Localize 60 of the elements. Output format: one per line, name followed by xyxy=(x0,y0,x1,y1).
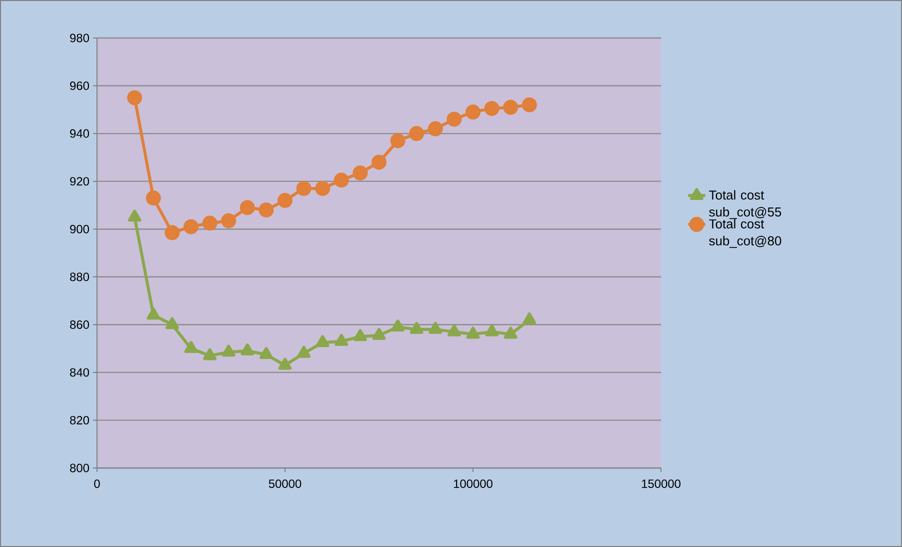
point xyxy=(315,180,330,196)
point xyxy=(146,190,161,206)
point xyxy=(334,172,349,188)
point xyxy=(446,112,462,127)
x-tick-label: 150000 xyxy=(642,480,680,488)
point xyxy=(334,334,348,346)
point xyxy=(372,328,386,340)
point xyxy=(128,210,142,222)
point xyxy=(391,320,405,332)
point xyxy=(164,225,180,240)
point xyxy=(372,154,387,170)
y-tick-label: 980 xyxy=(70,34,90,42)
x-tick-label: 0 xyxy=(94,480,100,488)
point xyxy=(316,335,330,348)
point xyxy=(166,317,179,330)
y-tick-label: 900 xyxy=(70,224,90,234)
y-tick-label: 800 xyxy=(70,464,90,472)
point xyxy=(296,180,312,196)
point xyxy=(203,348,217,360)
y-tick-label: 880 xyxy=(70,272,90,282)
point xyxy=(240,200,255,216)
point xyxy=(146,308,160,320)
point xyxy=(390,133,406,148)
point xyxy=(297,346,311,358)
point xyxy=(503,100,518,115)
point xyxy=(278,192,293,208)
x-tick-label: 50000 xyxy=(268,480,302,488)
y-tick-label: 920 xyxy=(70,177,90,186)
point xyxy=(127,90,142,106)
point xyxy=(184,341,198,354)
y-tick-label: 940 xyxy=(70,129,90,138)
point xyxy=(410,322,424,334)
point xyxy=(485,324,499,336)
y-tick-label: 960 xyxy=(70,82,90,90)
point xyxy=(466,104,481,120)
point xyxy=(522,97,537,112)
point xyxy=(352,165,368,180)
point xyxy=(221,213,236,228)
legend-label: Total cost sub_cot@55 xyxy=(709,190,782,220)
y-tick-label: 820 xyxy=(70,416,90,424)
point xyxy=(522,312,536,324)
point xyxy=(222,344,236,357)
y-tick-label: 860 xyxy=(70,320,90,329)
point xyxy=(504,326,518,339)
point xyxy=(202,216,218,231)
point xyxy=(258,202,274,218)
point xyxy=(184,219,199,234)
point xyxy=(240,343,254,356)
point xyxy=(354,329,367,342)
point xyxy=(278,358,292,370)
point xyxy=(260,347,273,360)
point xyxy=(484,100,500,116)
legend-label: Total cost sub_cot@80 xyxy=(709,218,782,248)
point xyxy=(466,326,480,339)
point xyxy=(448,324,461,336)
point xyxy=(428,121,443,136)
x-tick-label: 100000 xyxy=(454,480,492,488)
y-tick-label: 840 xyxy=(70,368,90,377)
point xyxy=(428,322,442,334)
point xyxy=(409,126,424,142)
